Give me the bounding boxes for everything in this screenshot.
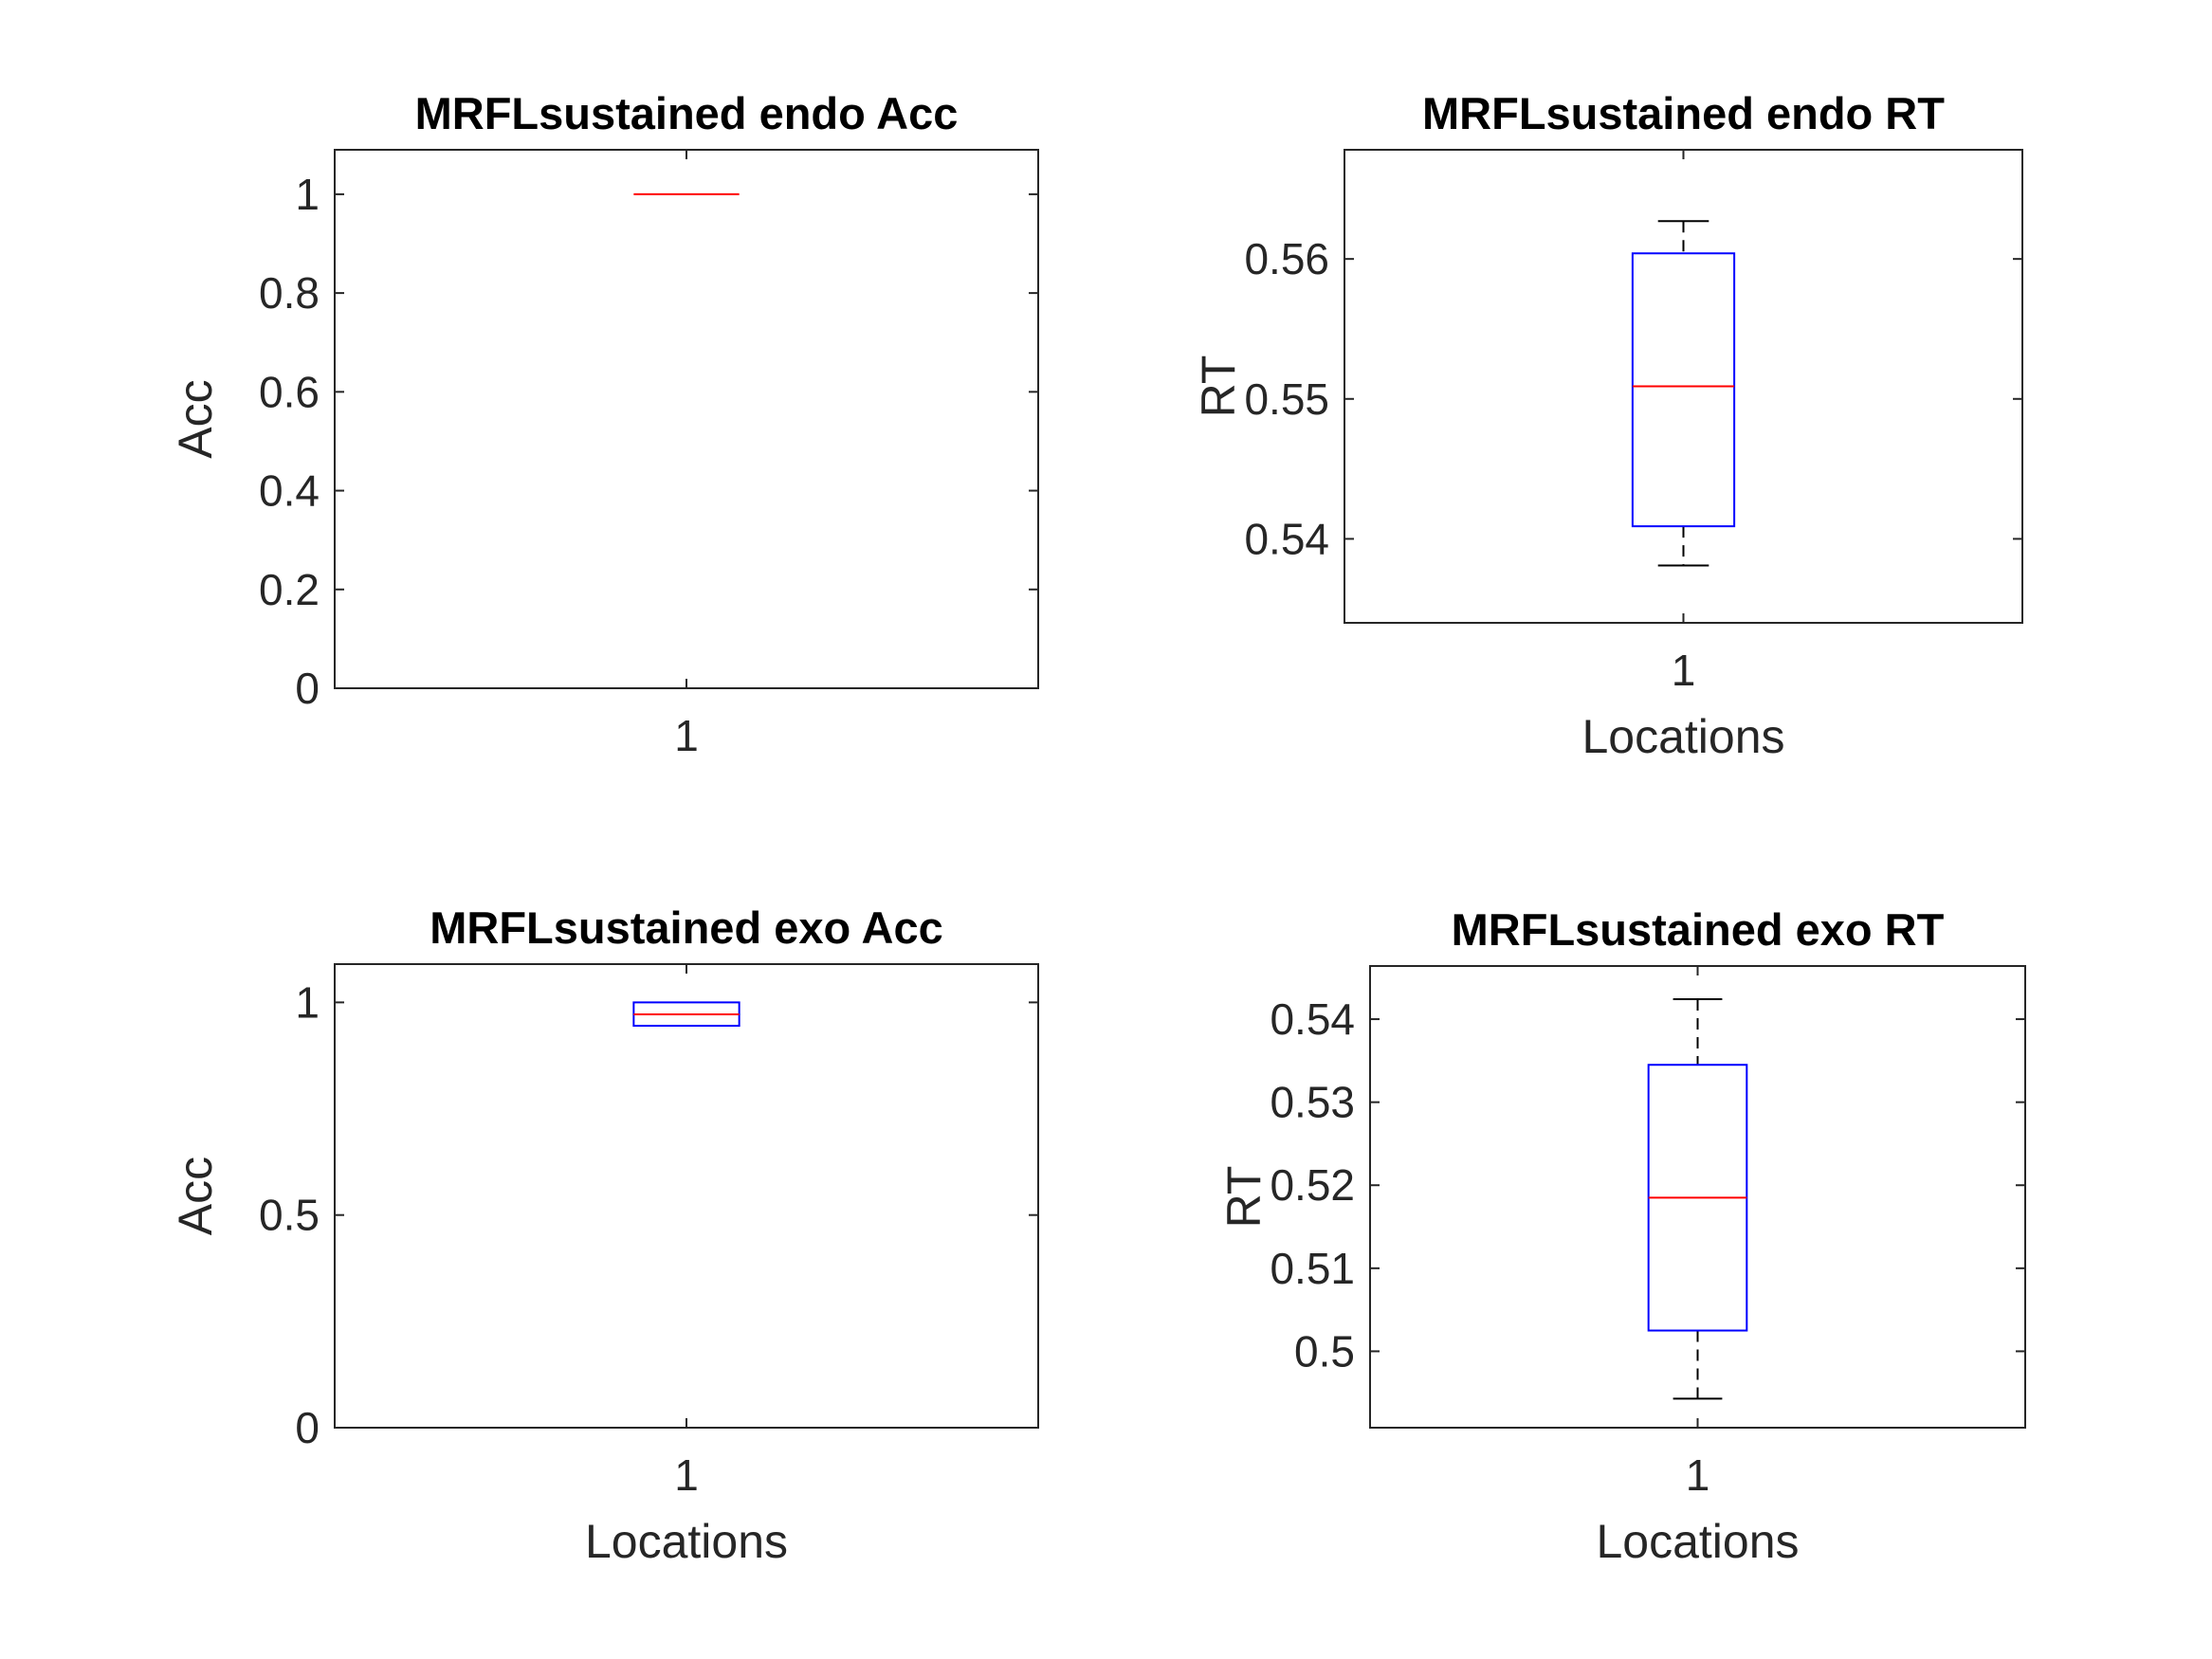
chart-title: MRFLsustained endo Acc — [415, 88, 959, 138]
x-axis-label: Locations — [1581, 710, 1784, 763]
y-tick-label: 0.52 — [1270, 1160, 1355, 1210]
y-tick-label: 0.53 — [1270, 1078, 1355, 1127]
chart-panel-1: 0 0.2 0.4 0.6 0.8 1 1 MRFLsustained endo Acc Acc — [169, 88, 1039, 760]
y-tick-label: 0.5 — [1294, 1326, 1355, 1376]
chart-panel-3: 0 0.5 1 1 MRFLsustained exo Acc Locations Acc — [169, 902, 1039, 1568]
y-axis-label: Acc — [169, 379, 222, 458]
x-tick-label: 1 — [1686, 1450, 1710, 1500]
y-axis-label: RT — [1192, 356, 1245, 418]
axes-frame — [334, 149, 1039, 689]
x-axis-label: Locations — [1596, 1515, 1799, 1568]
x-axis-label: Locations — [585, 1515, 788, 1568]
x-tick-label: 1 — [1672, 646, 1696, 695]
y-tick-label: 0 — [295, 664, 320, 713]
chart-title: MRFLsustained exo RT — [1452, 904, 1945, 955]
y-tick-label: 1 — [295, 170, 320, 219]
chart-title: MRFLsustained endo RT — [1422, 88, 1945, 138]
y-tick-label: 0.54 — [1270, 994, 1355, 1044]
y-tick-label: 0.2 — [259, 565, 320, 614]
y-tick-label: 0.51 — [1270, 1244, 1355, 1293]
box-iqr — [1631, 252, 1736, 528]
y-tick-label: 0.55 — [1244, 374, 1329, 424]
y-tick-label: 1 — [295, 977, 320, 1027]
x-tick-label: 1 — [674, 711, 699, 760]
y-tick-label: 0.4 — [259, 466, 320, 516]
y-tick-label: 0 — [295, 1403, 320, 1452]
y-axis-label: RT — [1217, 1166, 1271, 1229]
y-tick-label: 0.56 — [1244, 234, 1329, 283]
axes-frame — [334, 963, 1039, 1429]
y-tick-label: 0.5 — [259, 1191, 320, 1240]
chart-title: MRFLsustained exo Acc — [430, 902, 943, 953]
chart-panel-2: 0.54 0.55 0.56 1 MRFLsustained endo RT Locati… — [1192, 88, 2023, 763]
x-tick-label: 1 — [674, 1450, 699, 1500]
y-tick-label: 0.6 — [259, 367, 320, 416]
y-tick-label: 0.8 — [259, 268, 320, 318]
chart-panel-4: 0.5 0.51 0.52 0.53 0.54 1 MRFLsustained exo RT… — [1217, 904, 2026, 1568]
y-axis-label: Acc — [169, 1157, 222, 1235]
y-tick-label: 0.54 — [1244, 514, 1329, 563]
